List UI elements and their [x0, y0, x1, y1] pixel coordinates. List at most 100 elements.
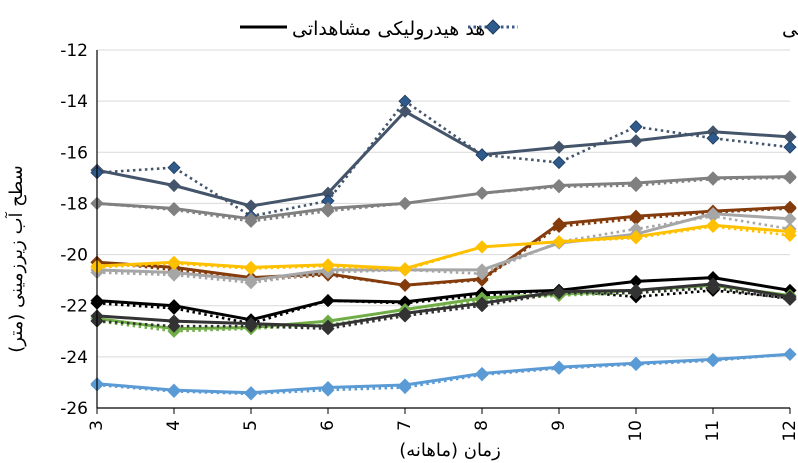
data-point-15-6: [552, 286, 566, 300]
data-point-17-6: [552, 361, 566, 375]
series-6: [90, 207, 797, 287]
y-tick-label-6: -14: [60, 92, 88, 112]
y-tick-label-5: -16: [60, 143, 88, 163]
series-line-14: [96, 282, 791, 328]
data-point-3-6: [552, 180, 566, 194]
data-point-17-2: [244, 387, 258, 401]
y-tick-label-4: -18: [60, 194, 88, 214]
data-point-9-2: [244, 262, 258, 276]
y-axis-title: سطح آب زیرزمینی (متر): [4, 165, 27, 352]
y-tick-label-1: -24: [60, 348, 88, 368]
data-point-9-3: [321, 259, 335, 273]
data-point-9-5: [475, 240, 489, 254]
x-tick-label-8: 11: [703, 420, 723, 442]
data-point-11-3: [321, 294, 335, 308]
series-line-16: [96, 352, 791, 395]
data-point-1-8: [706, 131, 720, 145]
series-16: [90, 347, 797, 400]
y-tick-label-3: -20: [60, 246, 88, 266]
data-point-1-9: [783, 140, 797, 154]
data-point-3-8: [706, 172, 720, 186]
data-point-17-8: [706, 354, 720, 368]
data-point-1-6: [552, 155, 566, 170]
data-point-1-5: [475, 148, 489, 162]
legend-label-observed: هد هیدرولیکی مشاهداتی: [292, 18, 485, 40]
data-point-1-1: [167, 161, 181, 175]
series-line-1: [96, 99, 791, 218]
data-point-0-4: [398, 104, 412, 118]
data-point-17-5: [475, 368, 489, 382]
series-3: [90, 171, 797, 228]
x-axis-title: زمان (ماهانه): [399, 440, 501, 461]
data-point-9-7: [629, 231, 643, 245]
series-line-3: [96, 176, 791, 223]
x-tick-label-5: 8: [472, 420, 492, 431]
series-8: [90, 218, 797, 276]
data-point-7-5: [475, 267, 489, 281]
series-17: [90, 347, 797, 401]
data-point-7-1: [167, 268, 181, 282]
data-point-0-1: [167, 178, 181, 193]
data-point-17-1: [167, 384, 181, 398]
data-point-1-4: [398, 94, 412, 108]
data-point-0-7: [629, 134, 643, 148]
series-line-4: [96, 205, 791, 287]
data-point-9-6: [552, 235, 566, 249]
x-tick-label-0: 3: [87, 420, 107, 431]
series-line-0: [96, 109, 791, 208]
x-tick-label-2: 5: [241, 420, 261, 431]
series-15: [90, 281, 797, 336]
data-point-15-3: [321, 322, 335, 336]
data-point-9-1: [167, 256, 181, 271]
data-point-0-6: [552, 140, 566, 154]
series-line-10: [96, 276, 791, 322]
series-10: [90, 271, 797, 327]
data-point-3-5: [475, 186, 489, 200]
data-point-5-6: [552, 219, 566, 234]
data-point-3-2: [244, 214, 258, 228]
y-tick-labels: -26 -24 -22 -20 -18 -16 -14 -12: [60, 41, 88, 419]
x-tick-label-7: 10: [626, 420, 646, 442]
series-7: [90, 209, 797, 290]
legend-label-computed: هد هیدرولیکی محاسباتی: [782, 18, 798, 40]
data-point-17-4: [398, 380, 412, 395]
y-tick-label-2: -22: [60, 297, 88, 317]
series-line-8: [96, 223, 791, 271]
data-point-15-1: [167, 319, 181, 333]
data-point-3-7: [629, 178, 643, 193]
series-line-6: [96, 212, 791, 282]
series-line-9: [96, 225, 791, 272]
y-tick-label-7: -12: [60, 41, 88, 61]
series-line-17: [96, 353, 791, 396]
data-point-9-8: [706, 219, 720, 234]
x-tick-label-4: 7: [395, 420, 415, 431]
data-point-3-4: [398, 196, 412, 210]
x-tick-labels: 3 4 5 6 7 8 9 10 11 12: [87, 420, 798, 442]
series-line-7: [96, 214, 791, 285]
data-point-9-4: [398, 263, 412, 277]
data-point-15-9: [783, 292, 797, 306]
data-point-3-9: [783, 171, 797, 185]
data-point-15-7: [629, 286, 643, 300]
x-tick-label-9: 12: [780, 420, 798, 442]
axes: [96, 50, 791, 414]
data-point-3-1: [167, 203, 181, 217]
data-point-17-9: [783, 347, 797, 361]
series-line-15: [96, 286, 791, 331]
data-point-15-8: [706, 281, 720, 295]
data-point-17-3: [321, 383, 335, 397]
data-point-9-9: [783, 228, 797, 242]
data-point-5-4: [398, 278, 412, 292]
series-line-11: [96, 289, 791, 325]
data-point-15-5: [475, 299, 489, 313]
legend-marker-diamond-icon: [485, 19, 501, 35]
series-0: [90, 104, 797, 213]
data-point-1-7: [629, 120, 643, 134]
data-point-7-2: [244, 276, 258, 290]
x-tick-label-3: 6: [318, 420, 338, 431]
legend: هد هیدرولیکی مشاهداتی هد هیدرولیکی محاسب…: [240, 18, 798, 40]
data-point-3-3: [321, 204, 335, 218]
data-point-11-1: [167, 301, 181, 315]
y-tick-label-0: -26: [60, 399, 88, 419]
